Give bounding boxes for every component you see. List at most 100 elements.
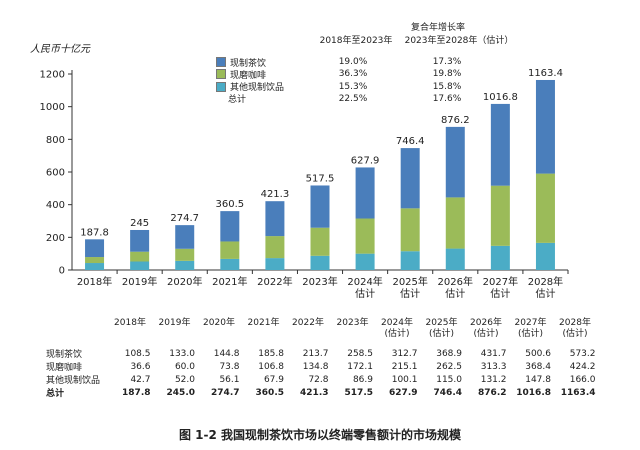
table-cell: 187.8	[122, 387, 151, 398]
table-cell: 36.6	[130, 361, 151, 372]
table-column-header-line: (估计)	[428, 329, 455, 339]
stacked-bar-chart: 0 200 400 600 800 1000 1200 187.8 2018年 245 2019年 2…	[40, 68, 569, 300]
table-column-header: 2024年 (估计)	[374, 318, 420, 340]
cagr-value-2018-2023: 22.5%	[338, 93, 368, 104]
total-label: 746.4	[396, 136, 425, 147]
table-cell: 115.0	[436, 374, 462, 385]
legend-swatch	[216, 57, 226, 67]
x-tick-label: 估计	[445, 287, 465, 300]
x-tick-label: 2026年	[438, 275, 473, 288]
cagr-col1-header: 2018年至2023年	[319, 35, 393, 46]
y-tick-label: 0	[59, 266, 65, 277]
total-label: 274.7	[170, 213, 199, 224]
table-cell: 368.9	[436, 348, 462, 359]
table-cell: 67.9	[263, 374, 284, 385]
x-tick-label: 估计	[400, 287, 420, 300]
table-cell: 56.1	[219, 374, 240, 385]
bar-segment	[535, 242, 555, 270]
bar-segment	[310, 227, 330, 256]
table-column-header-line: (估计)	[517, 329, 544, 339]
table-cell: 133.0	[169, 348, 195, 359]
x-tick-label: 2024年	[347, 275, 382, 288]
table-cell: 312.7	[391, 348, 418, 359]
x-tick-label: 估计	[490, 287, 510, 300]
table-cell: 172.1	[347, 361, 373, 372]
cagr-value-2018-2023: 19.0%	[338, 57, 368, 67]
legend-swatch	[216, 69, 226, 80]
total-label: 1016.8	[483, 92, 518, 103]
table-column-header: 2028年 (估计)	[552, 318, 598, 340]
table-column-header: 2025年 (估计)	[419, 318, 465, 340]
table-column-header-line: (估计)	[473, 329, 499, 339]
bar-segment	[445, 197, 465, 249]
bar-segment	[130, 261, 150, 270]
y-tick-label: 600	[46, 168, 65, 179]
figure-caption: 图 1-2 我国现制茶饮市场以终端零售额计的市场规模	[178, 428, 462, 442]
cagr-value-2023-2028: 15.8%	[432, 81, 462, 92]
table-cell: 108.5	[124, 348, 151, 359]
x-tick-label: 2019年	[122, 275, 157, 288]
table-column-header-line: 2023年	[336, 318, 369, 328]
x-tick-label: 估计	[355, 287, 375, 300]
table-cell: 213.7	[302, 348, 329, 359]
total-label: 245	[130, 218, 149, 229]
table-column-header: 2026年 (估计)	[463, 318, 509, 340]
table-column-header-line: 2025年	[425, 318, 458, 328]
bar-segment	[175, 260, 195, 270]
legend-label: 现制茶饮	[230, 58, 267, 69]
table-cell: 73.8	[219, 361, 240, 372]
table-cell: 166.0	[569, 374, 596, 385]
bar-segment	[535, 173, 555, 243]
total-label: 1163.4	[528, 68, 563, 79]
total-label: 627.9	[351, 155, 380, 166]
cagr-value-2018-2023: 36.3%	[338, 69, 368, 80]
table-cell: 368.4	[525, 361, 551, 372]
table-cell: 1016.8	[516, 387, 551, 398]
table-cell: 424.2	[569, 361, 596, 372]
bar-segment	[310, 255, 330, 270]
y-tick-label: 1200	[40, 70, 65, 81]
bar-segment	[265, 236, 285, 259]
y-tick-label: 800	[46, 135, 65, 146]
x-tick-label: 2020年	[167, 275, 202, 288]
bar-segment	[400, 251, 420, 270]
table-row-label: 其他现制饮品	[46, 376, 101, 386]
legend-label: 其他现制饮品	[230, 83, 285, 94]
bar-segment	[445, 248, 465, 270]
legend-swatch	[216, 81, 226, 92]
table-row-label: 现制茶饮	[46, 350, 83, 360]
legend-row: 总计 22.5% 17.6%	[216, 93, 461, 106]
table-cell: 185.8	[258, 348, 284, 359]
bar-segment	[175, 248, 195, 261]
table-row: 现磨咖啡 36.6 60.0 73.8 106.8 134.8 172.1 215.1 262.…	[46, 360, 596, 374]
table-cell: 421.3	[300, 387, 329, 398]
table-cell: 258.5	[347, 348, 373, 359]
table-column-header-line: 2019年	[158, 318, 191, 328]
bar-segment	[355, 218, 375, 254]
cagr-col2-header: 2023年至2028年（估计）	[404, 35, 514, 46]
table-column-header-line: 2026年	[470, 318, 502, 328]
table-cell: 245.0	[166, 387, 195, 398]
bar-segment	[400, 148, 420, 209]
bar-segment	[265, 258, 285, 270]
cagr-value-2023-2028: 17.3%	[432, 57, 462, 67]
table-column-header: 2019年	[152, 318, 198, 329]
cagr-value-2018-2023: 15.3%	[338, 81, 368, 92]
bar-segment	[85, 257, 105, 264]
bar-segment	[85, 263, 105, 270]
legend-label: 现磨咖啡	[230, 70, 267, 81]
legend-label: 总计	[228, 95, 247, 106]
x-tick-label: 2023年	[302, 275, 337, 288]
table-column-header-line: (估计)	[562, 329, 588, 339]
legend-row: 现制茶饮 19.0% 17.3%	[216, 56, 461, 69]
y-tick-label: 1000	[40, 102, 65, 113]
data-table: 现制茶饮 108.5 133.0 144.8 185.8 213.7 258.5 312.7 3…	[46, 347, 596, 400]
table-column-header-line: 2024年	[381, 318, 413, 328]
y-tick-label: 400	[46, 200, 65, 211]
bar-segment	[355, 253, 375, 270]
total-label: 517.5	[306, 173, 335, 184]
bar-segment	[490, 103, 510, 186]
table-row: 其他现制饮品 42.7 52.0 56.1 67.9 72.8 86.9 100.1 115.0…	[46, 373, 596, 387]
total-label: 187.8	[80, 227, 109, 238]
legend-row: 其他现制饮品 15.3% 15.8%	[216, 81, 461, 94]
